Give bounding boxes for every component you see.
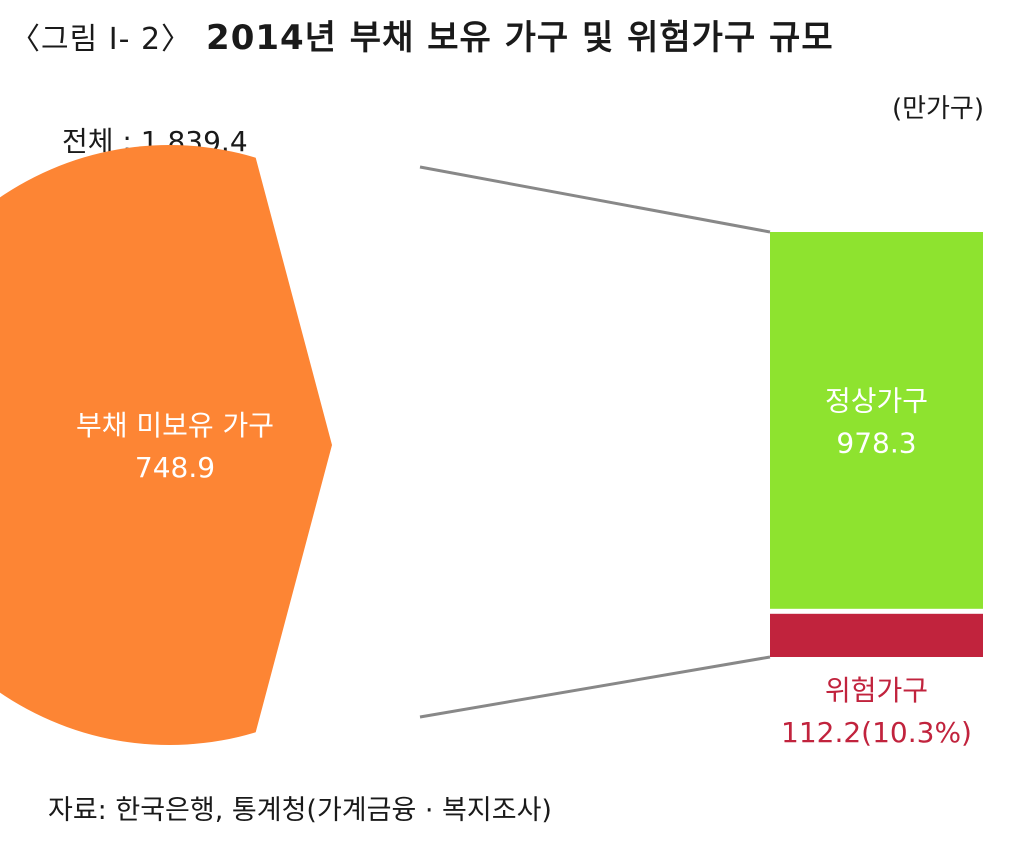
connector-line-bottom [419,655,771,719]
figure-number: 〈그림 Ⅰ- 2〉 [10,22,193,57]
bar-label-risk: 위험가구 [825,674,928,707]
pie-label-no-debt: 부채 미보유 가구 [76,409,274,442]
figure-title-text: 2014년 부채 보유 가구 및 위험가구 규모 [206,18,834,58]
bar-segment-normal [770,232,983,609]
pie-label-debt: 부채 보유 가구 [394,380,566,413]
figure-title: 〈그림 Ⅰ- 2〉 2014년 부채 보유 가구 및 위험가구 규모 [10,10,834,59]
bar-value-normal: 978.3 [836,426,916,459]
unit-label: (만가구) [891,94,984,124]
bar-label-normal: 정상가구 [825,384,928,417]
connector-line-top [419,165,771,234]
pie-value-debt: 1,090.5 [427,422,534,455]
pie-slice-debt [0,145,332,745]
bar-segment-risk [770,613,983,657]
bar-value-risk: 112.2(10.3%) [781,716,972,749]
source-note: 자료: 한국은행, 통계청(가계금융 · 복지조사) [48,795,552,826]
pie-value-no-debt: 748.9 [135,451,215,484]
